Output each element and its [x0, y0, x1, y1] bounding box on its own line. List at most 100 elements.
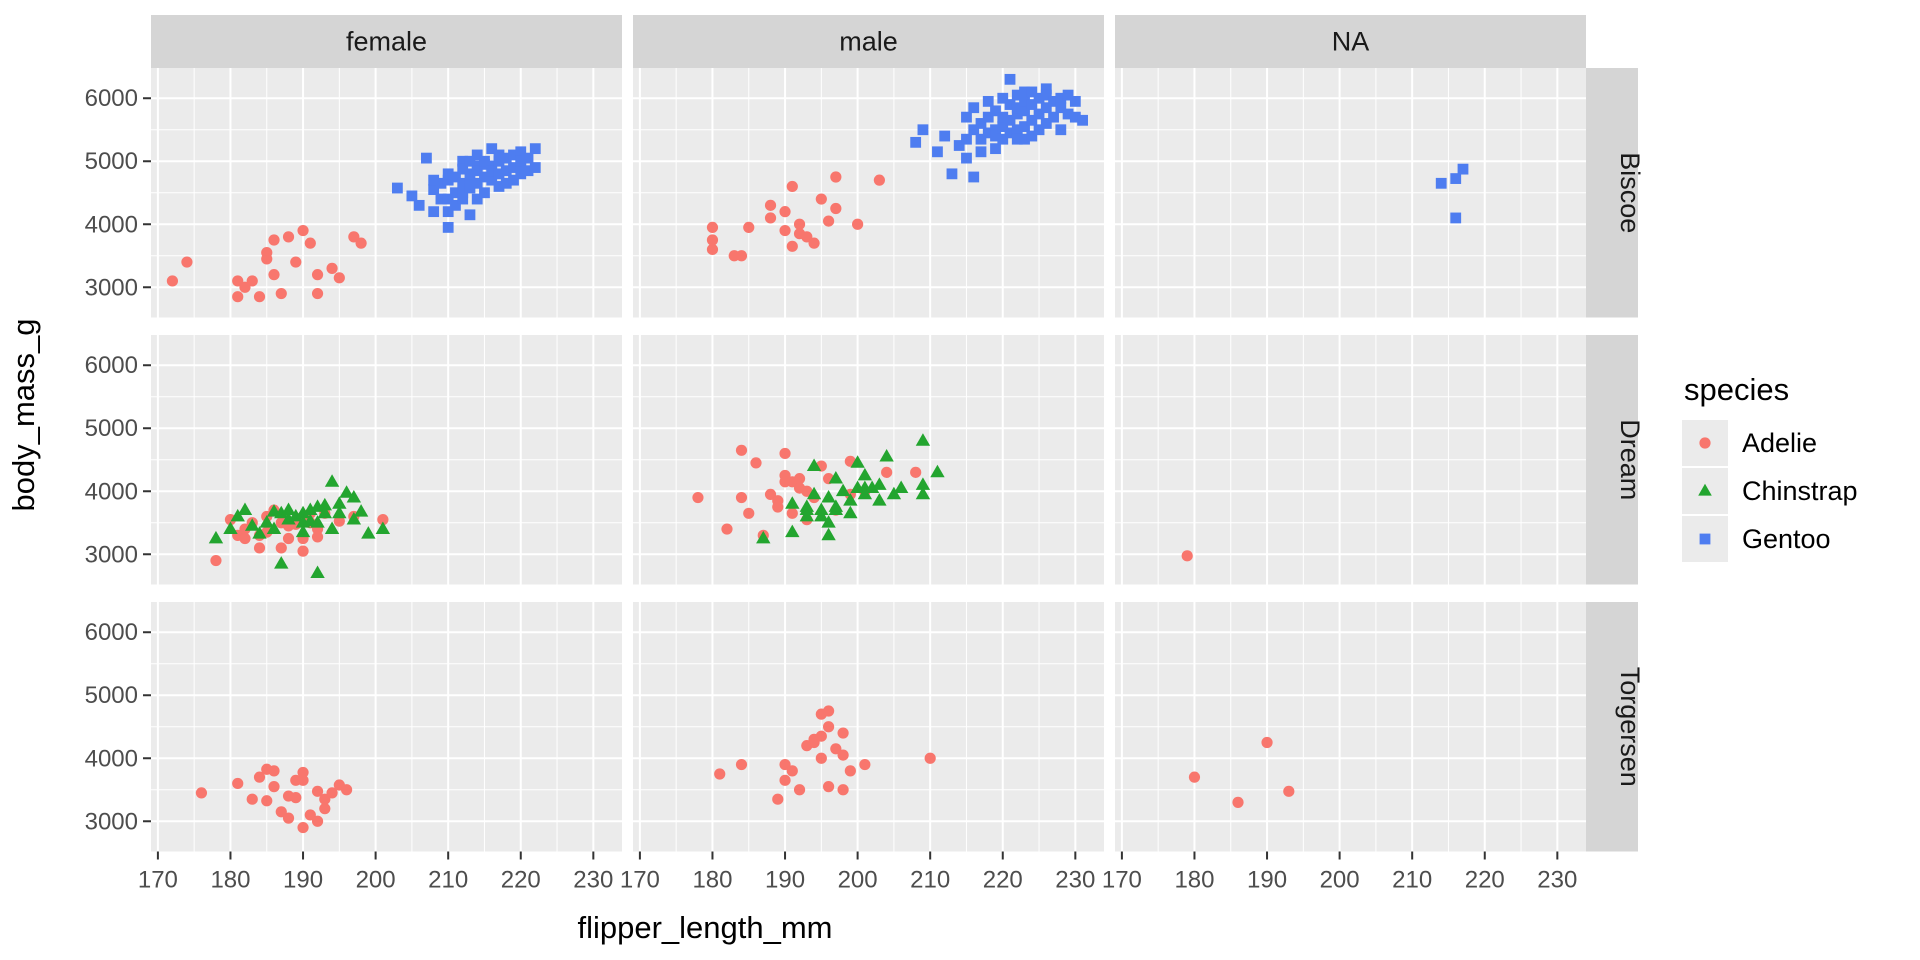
point-chinstrap — [245, 518, 260, 531]
point-adelie — [786, 507, 798, 519]
strip-row-Dream — [1586, 335, 1638, 585]
point-gentoo — [529, 143, 541, 155]
point-adelie — [311, 287, 324, 300]
point-chinstrap — [872, 477, 887, 490]
point-gentoo — [500, 165, 512, 177]
point-gentoo — [406, 190, 418, 202]
point-gentoo — [1019, 95, 1030, 107]
x-tick-label: 210 — [910, 867, 950, 894]
point-gentoo — [450, 171, 461, 183]
point-adelie — [721, 523, 733, 535]
point-gentoo — [522, 152, 534, 164]
point-chinstrap — [835, 483, 851, 497]
point-adelie — [692, 491, 704, 504]
point-adelie — [735, 758, 748, 771]
point-adelie — [297, 821, 309, 834]
strip-row-label-Biscoe: Biscoe — [1615, 152, 1645, 233]
point-gentoo — [917, 124, 929, 136]
point-gentoo — [1026, 86, 1038, 98]
x-tick-label: 230 — [573, 867, 613, 894]
point-gentoo — [1055, 124, 1067, 136]
point-adelie — [311, 531, 324, 543]
point-chinstrap — [886, 486, 902, 500]
x-tick-label: 200 — [1320, 867, 1360, 894]
point-adelie — [311, 269, 324, 281]
point-adelie — [852, 218, 864, 230]
point-gentoo — [997, 133, 1009, 145]
point-gentoo — [1019, 121, 1030, 132]
point-gentoo — [961, 111, 972, 123]
point-adelie — [924, 752, 936, 764]
legend-title: species — [1684, 372, 1789, 407]
point-chinstrap — [288, 508, 303, 522]
x-tick-label: 180 — [1174, 867, 1214, 894]
point-chinstrap — [872, 493, 887, 506]
point-adelie — [1181, 550, 1193, 562]
point-gentoo — [1055, 92, 1067, 104]
point-gentoo — [479, 171, 490, 183]
point-chinstrap — [785, 496, 800, 509]
point-gentoo — [450, 199, 461, 211]
point-gentoo — [457, 193, 469, 205]
point-gentoo — [493, 168, 505, 180]
strip-col-label-NA: NA — [1332, 27, 1370, 57]
x-tick-label: 190 — [283, 867, 323, 894]
point-chinstrap — [346, 512, 362, 525]
strip-row-label-Dream: Dream — [1615, 419, 1645, 500]
point-gentoo — [975, 146, 987, 158]
y-tick-label: 3000 — [85, 541, 138, 568]
point-adelie — [239, 532, 251, 545]
point-gentoo — [982, 95, 994, 107]
point-chinstrap — [879, 448, 894, 462]
point-gentoo — [982, 127, 994, 139]
point-adelie — [297, 766, 309, 779]
point-gentoo — [479, 155, 490, 167]
point-adelie — [822, 215, 835, 227]
point-adelie — [786, 180, 798, 193]
point-gentoo — [946, 168, 958, 180]
point-adelie — [311, 815, 324, 827]
point-adelie — [282, 532, 295, 545]
point-gentoo — [508, 149, 519, 161]
point-gentoo — [910, 136, 922, 148]
point-adelie — [815, 752, 827, 764]
point-chinstrap — [806, 458, 822, 471]
point-adelie — [290, 792, 302, 804]
point-adelie — [297, 224, 309, 237]
point-gentoo — [1004, 114, 1016, 126]
point-adelie — [246, 275, 258, 287]
y-tick-label: 4000 — [85, 211, 138, 238]
y-tick-label: 4000 — [85, 745, 138, 772]
point-chinstrap — [375, 521, 391, 534]
point-gentoo — [515, 146, 527, 158]
point-gentoo — [428, 206, 440, 218]
point-gentoo — [939, 130, 951, 142]
point-gentoo — [486, 165, 498, 177]
point-gentoo — [968, 102, 980, 114]
point-gentoo — [1026, 130, 1038, 142]
point-chinstrap — [821, 489, 836, 503]
point-chinstrap — [317, 505, 333, 519]
point-gentoo — [1004, 99, 1016, 110]
point-chinstrap — [843, 505, 858, 519]
point-chinstrap — [274, 505, 289, 519]
point-gentoo — [1048, 95, 1059, 107]
point-gentoo — [1011, 124, 1023, 136]
point-adelie — [779, 774, 791, 786]
point-gentoo — [522, 165, 534, 177]
point-gentoo — [471, 177, 483, 189]
point-adelie — [232, 291, 244, 303]
point-gentoo — [435, 193, 447, 205]
x-tick-label: 210 — [1392, 867, 1432, 894]
point-gentoo — [457, 163, 469, 175]
point-adelie — [253, 291, 266, 303]
point-adelie — [377, 514, 389, 526]
point-adelie — [297, 774, 309, 786]
point-adelie — [859, 758, 871, 771]
point-adelie — [822, 781, 835, 793]
point-chinstrap — [223, 521, 238, 534]
point-gentoo — [1004, 73, 1016, 85]
point-adelie — [815, 193, 827, 205]
x-tick-label: 230 — [1537, 867, 1577, 894]
point-adelie — [268, 234, 280, 246]
